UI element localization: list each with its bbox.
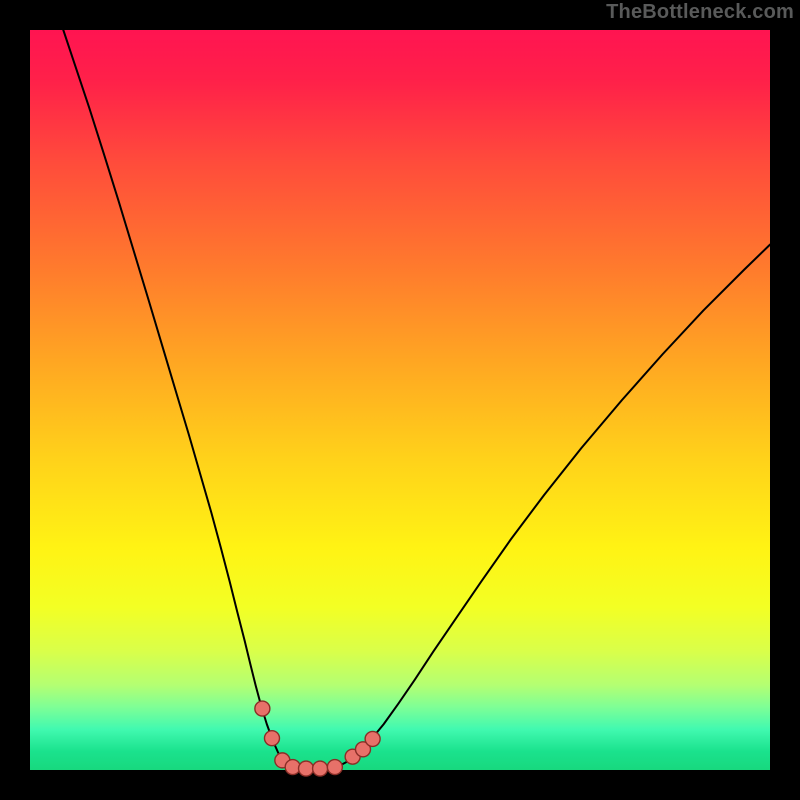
data-marker [285,760,300,775]
data-marker [365,731,380,746]
data-marker [327,760,342,775]
data-marker [264,731,279,746]
watermark-label: TheBottleneck.com [606,1,794,24]
data-marker [255,701,270,716]
plot-background [30,30,770,770]
data-marker [299,761,314,776]
data-marker [313,761,328,776]
chart-canvas [0,0,800,800]
